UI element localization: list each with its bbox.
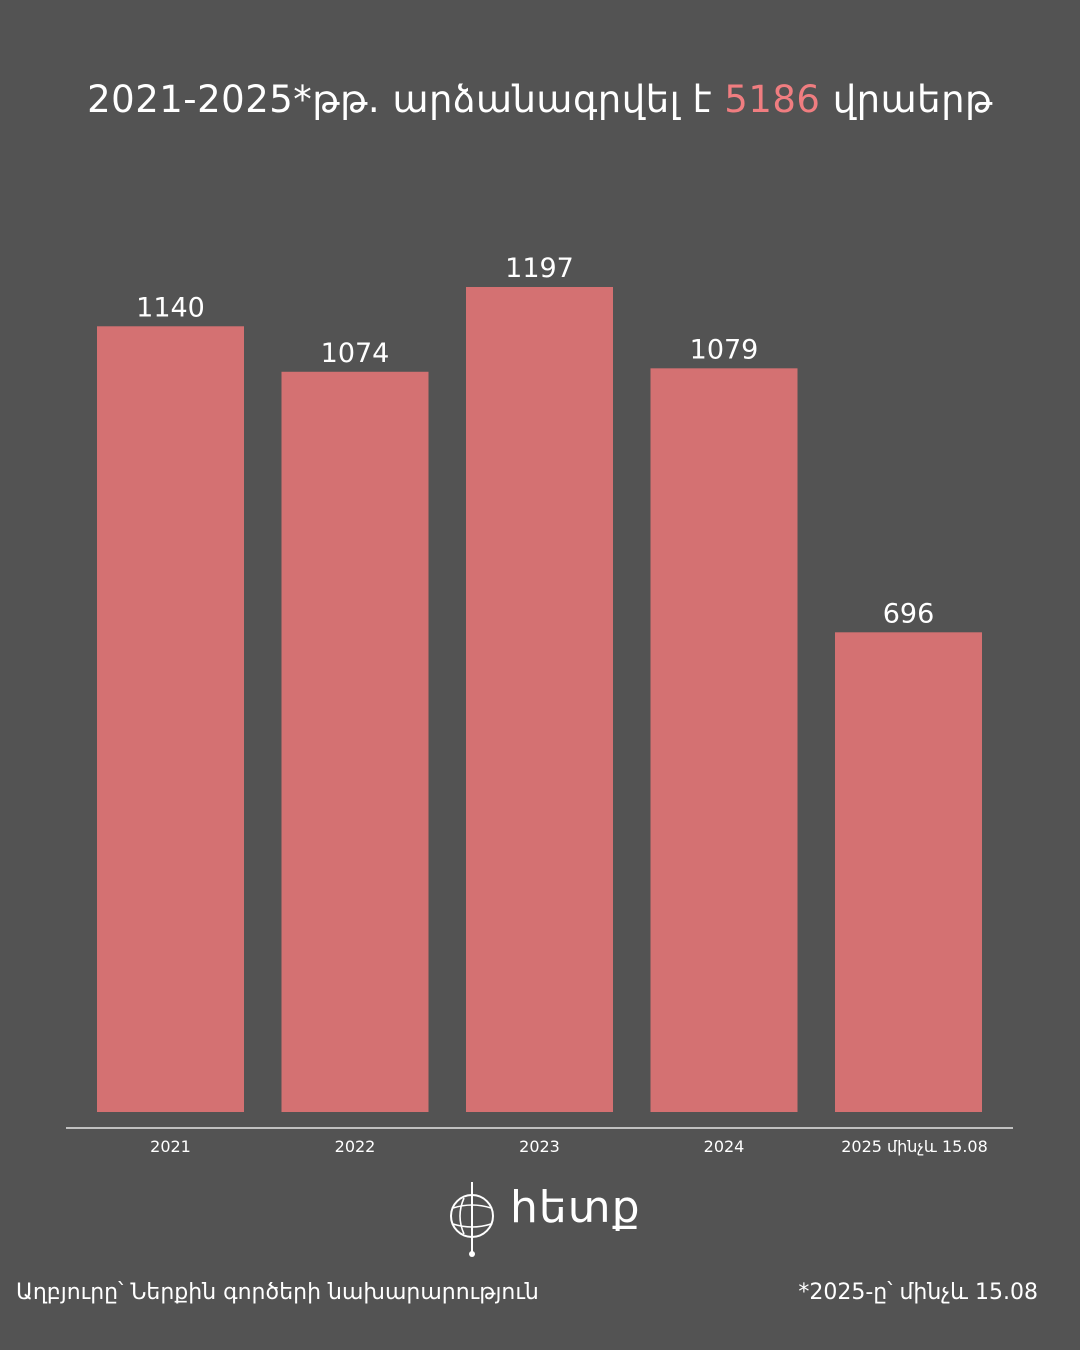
data-label-2: 1197 [505,253,574,284]
title-total-highlight: 5186 [724,78,821,121]
data-label-4: 696 [883,598,935,629]
x-tick-label-0: 2021 [150,1137,191,1156]
bar-2 [466,287,613,1112]
globe-pin-icon [450,1182,494,1257]
title-text-after: վրաերթ [820,78,993,121]
x-tick-label-3: 2024 [704,1137,745,1156]
x-tick-label-1: 2022 [335,1137,376,1156]
bar-4 [835,632,982,1112]
bar-3 [650,368,798,1112]
bars-group: 1140 2021 1074 2022 1197 2023 1079 2024 696 2025 … [97,253,988,1156]
data-label-3: 1079 [690,334,759,365]
x-tick-label-2: 2023 [519,1137,560,1156]
logo: հետք [446,1180,640,1260]
bar-1 [281,371,429,1113]
source-note: Աղբյուրը՝ Ներքին գործերի նախարարություն [16,1280,539,1305]
data-label-0: 1140 [136,292,205,323]
x-tick-label-4: 2025 մինչև 15.08 [841,1137,988,1156]
bar-chart: 1140 2021 1074 2022 1197 2023 1079 2024 696 2025 … [66,253,1013,1156]
chart-title: 2021-2025*թթ. արձանագրվել է 5186 վրաերթ [0,78,1080,121]
bar-0 [97,326,244,1112]
footnote: *2025-ը՝ մինչև 15.08 [798,1280,1038,1305]
logo-wordmark: հետք [510,1182,641,1233]
data-label-1: 1074 [321,338,390,369]
title-text-before: 2021-2025*թթ. արձանագրվել է [87,78,725,121]
